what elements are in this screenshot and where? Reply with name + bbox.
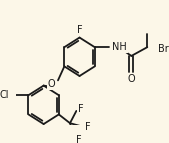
- Text: O: O: [128, 75, 135, 85]
- Text: F: F: [76, 135, 82, 143]
- Text: O: O: [48, 79, 55, 89]
- Text: NH: NH: [112, 42, 127, 52]
- Text: F: F: [78, 104, 83, 114]
- Text: Br: Br: [159, 44, 169, 54]
- Text: F: F: [85, 122, 90, 132]
- Text: Cl: Cl: [0, 90, 9, 100]
- Text: F: F: [77, 25, 82, 35]
